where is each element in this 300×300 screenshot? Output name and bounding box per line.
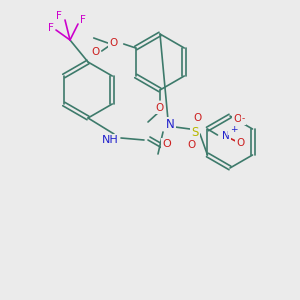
Text: O: O bbox=[156, 103, 164, 113]
Text: NH: NH bbox=[102, 135, 118, 145]
Text: O: O bbox=[92, 47, 100, 57]
Text: O: O bbox=[110, 38, 118, 48]
Text: O: O bbox=[194, 113, 202, 123]
Text: F: F bbox=[48, 23, 54, 33]
Text: O: O bbox=[188, 140, 196, 150]
Text: F: F bbox=[80, 15, 86, 25]
Text: +: + bbox=[230, 124, 237, 134]
Text: O: O bbox=[236, 138, 244, 148]
Text: -: - bbox=[242, 115, 245, 124]
Text: N: N bbox=[222, 131, 230, 141]
Text: O: O bbox=[233, 114, 242, 124]
Text: N: N bbox=[166, 118, 174, 131]
Text: O: O bbox=[163, 139, 171, 149]
Text: S: S bbox=[191, 125, 199, 139]
Text: F: F bbox=[56, 11, 62, 21]
